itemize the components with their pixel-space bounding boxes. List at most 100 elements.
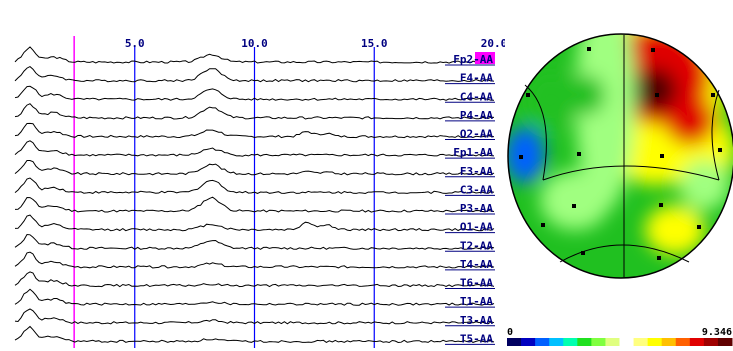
channel-label[interactable]: T1-AA <box>460 295 493 308</box>
map-color-region <box>565 75 605 115</box>
head-outline <box>507 33 733 279</box>
electrode-marker[interactable] <box>541 223 545 227</box>
spectrum-trace <box>14 177 495 195</box>
right-temporal-contour <box>711 89 720 181</box>
electrode-marker[interactable] <box>577 152 581 156</box>
spectrum-trace <box>14 271 495 288</box>
channel-label-item[interactable]: C3-AA <box>445 183 495 196</box>
channel-label[interactable]: T2-AA <box>460 239 493 252</box>
channel-label-item[interactable]: O2-AA <box>445 128 495 141</box>
frequency-tick-label: 5.0 <box>125 37 145 50</box>
spectrum-trace <box>14 160 495 176</box>
spectrum-trace <box>14 46 494 64</box>
channel-selection-highlight <box>475 52 495 64</box>
channel-label-item[interactable]: T1-AA <box>445 295 495 308</box>
spectrum-trace <box>14 140 495 157</box>
spectra-panel: 5.0 10.0 15.0 20.0 Fp2-AA F4-AA C4-AA P4-AA O2-… <box>14 36 505 348</box>
color-scale-bar <box>507 338 733 346</box>
channel-label[interactable]: C4-AA <box>460 90 493 103</box>
electrode-marker[interactable] <box>581 251 585 255</box>
electrode-marker[interactable] <box>659 203 663 207</box>
channel-label-item[interactable]: T5-AA <box>445 332 495 345</box>
spectrum-trace <box>14 103 495 120</box>
color-scale-segment <box>661 338 677 346</box>
electrode-marker[interactable] <box>519 155 523 159</box>
map-color-region <box>633 68 677 112</box>
channel-label[interactable]: O2-AA <box>460 128 493 141</box>
channel-label-item[interactable]: F4-AA <box>445 72 495 85</box>
map-color-region <box>575 34 635 210</box>
color-scale-segment <box>689 338 705 346</box>
electrode-marker[interactable] <box>651 48 655 52</box>
map-color-region <box>680 160 730 210</box>
topomap-fill <box>508 34 733 278</box>
electrode-markers[interactable] <box>519 47 722 260</box>
channel-label-item[interactable]: C4-AA <box>445 90 495 103</box>
spectrum-trace <box>14 288 495 306</box>
channel-label-item[interactable]: O1-AA <box>445 221 495 234</box>
map-color-region <box>540 170 610 230</box>
channel-label-item[interactable]: T6-AA <box>445 277 495 290</box>
channel-label[interactable]: P3-AA <box>460 202 493 215</box>
channel-label-item[interactable]: Fp2-AA <box>445 52 495 66</box>
channel-label[interactable]: Fp1-AA <box>453 146 493 159</box>
color-scale-segment <box>577 338 592 346</box>
color-scale-segment <box>605 338 620 346</box>
electrode-marker[interactable] <box>587 47 591 51</box>
channel-label-item[interactable]: T4-AA <box>445 258 495 271</box>
color-scale-segment <box>535 338 550 346</box>
spectrum-trace <box>14 66 495 83</box>
channel-label[interactable]: Fp2-AA <box>453 53 493 66</box>
spectrum-trace <box>14 251 495 269</box>
spectrum-trace <box>14 85 495 101</box>
channel-label-item[interactable]: P4-AA <box>445 109 495 122</box>
electrode-marker[interactable] <box>718 148 722 152</box>
electrode-marker[interactable] <box>526 93 530 97</box>
channel-label-item[interactable]: P3-AA <box>445 202 495 215</box>
map-color-blobs <box>508 34 733 255</box>
color-scale-segment <box>619 338 635 346</box>
electrode-marker[interactable] <box>711 93 715 97</box>
channel-label[interactable]: P4-AA <box>460 109 493 122</box>
frequency-tick-label: 15.0 <box>361 37 388 50</box>
color-scale-segment <box>549 338 564 346</box>
electrode-marker[interactable] <box>660 154 664 158</box>
color-scale-segment <box>647 338 663 346</box>
color-scale-segment <box>717 338 733 346</box>
channel-label[interactable]: T4-AA <box>460 258 493 271</box>
channel-label[interactable]: T6-AA <box>460 277 493 290</box>
color-scale-segment <box>591 338 606 346</box>
channel-label[interactable]: T3-AA <box>460 314 493 327</box>
electrode-marker[interactable] <box>657 256 661 260</box>
channel-label[interactable]: O1-AA <box>460 221 493 234</box>
spectrum-trace <box>14 122 495 139</box>
electrode-marker[interactable] <box>572 204 576 208</box>
topographic-map-panel: 0 9.346 <box>507 33 733 346</box>
map-color-region <box>508 127 545 183</box>
channel-label-item[interactable]: F3-AA <box>445 165 495 178</box>
map-color-region <box>525 70 575 130</box>
color-scale-segment <box>675 338 691 346</box>
channel-label-item[interactable]: T2-AA <box>445 239 495 252</box>
channel-label[interactable]: T5-AA <box>460 332 493 345</box>
color-scale-segment <box>507 338 522 346</box>
spectrum-trace <box>14 308 495 325</box>
channel-labels[interactable]: Fp2-AA F4-AA C4-AA P4-AA O2-AA Fp1-AA F3-AA C3-… <box>445 52 495 345</box>
head-contour-lines <box>524 35 720 277</box>
color-scale-segment <box>703 338 719 346</box>
spectrum-trace <box>14 214 495 232</box>
spectrum-trace <box>14 325 495 344</box>
channel-label-item[interactable]: Fp1-AA <box>445 146 495 159</box>
channel-label[interactable]: F4-AA <box>460 72 493 85</box>
spectrum-trace <box>14 233 495 250</box>
color-scale-segment <box>633 338 649 346</box>
frequency-tick-label: 20.0 <box>481 37 505 50</box>
electrode-marker[interactable] <box>655 93 659 97</box>
color-scale-segment <box>563 338 578 346</box>
channel-label[interactable]: F3-AA <box>460 165 493 178</box>
spectrum-trace <box>14 196 495 213</box>
spectrum-traces <box>14 46 495 344</box>
electrode-marker[interactable] <box>697 225 701 229</box>
channel-label-item[interactable]: T3-AA <box>445 314 495 327</box>
channel-label[interactable]: C3-AA <box>460 183 493 196</box>
